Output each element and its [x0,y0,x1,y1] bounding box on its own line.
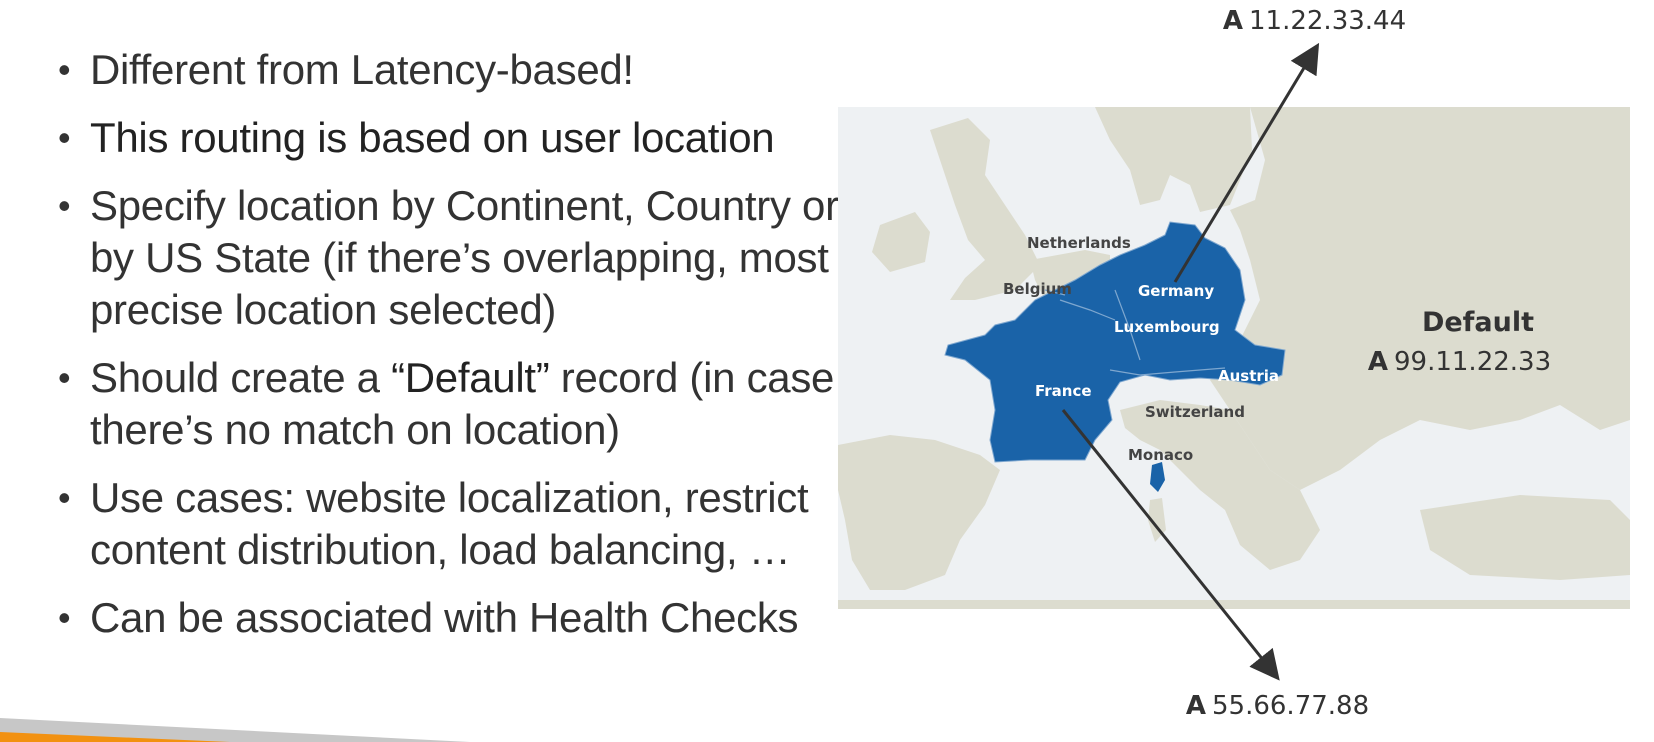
ribbon-gray [0,718,470,742]
land-scandinavia [1095,107,1252,212]
default-record-ip: 99.11.22.33 [1394,347,1551,377]
land-uk [930,118,1040,300]
bullet-item: • Use cases: website localization, restri… [52,472,842,576]
bullet-item: • Different from Latency-based! [52,44,842,96]
record-type-bottom: A [1186,691,1206,721]
bullet-dot: • [58,117,71,158]
highlighted-region [944,221,1286,463]
country-label-france: France [1035,382,1092,400]
bullet-item: • Should create a “Default” record (in ca… [52,352,842,456]
bullet-item: • Can be associated with Health Checks [52,592,842,644]
bullet-text-tail: record (in case there’s no match on loca… [90,354,835,453]
arrow-france [1061,409,1280,681]
bullet-list: • Different from Latency-based! • This rou… [52,44,842,660]
record-ip-top: 11.22.33.44 [1249,6,1406,36]
bullet-emphasis: “Default” [391,354,550,401]
bullet-item: • This routing is based on user location [52,112,842,164]
bullet-dot: • [58,49,71,90]
record-ip-bottom: 55.66.77.88 [1212,691,1369,721]
country-label-monaco: Monaco [1128,446,1193,464]
country-label-austria: Austria [1218,367,1279,385]
corsica-highlight [1150,462,1165,492]
country-label-switzerland: Switzerland [1145,403,1245,421]
arrow-germany [1173,42,1320,283]
land-east-europe [1210,107,1630,490]
record-type-top: A [1223,6,1243,36]
bullet-text: This routing is based on user location [90,114,775,161]
bullet-text: Specify location by Continent, Country o… [90,182,839,333]
bullet-dot: • [58,597,71,638]
slide-footer-ribbon [0,718,470,742]
land-turkey [1420,495,1630,580]
bullet-dot: • [58,357,71,398]
land-ireland [872,212,930,272]
bullet-item: • Specify location by Continent, Country … [52,180,842,336]
land-iberia [838,435,1000,590]
country-label-germany: Germany [1138,282,1214,300]
default-title: Default [1422,307,1534,338]
land-italy-balkans [1120,400,1320,570]
country-label-netherlands: Netherlands [1027,234,1131,252]
map-area: Netherlands Belgium Germany Luxembourg F… [838,107,1630,609]
bullet-dot: • [58,477,71,518]
bullet-text: Different from Latency-based! [90,46,634,93]
country-label-belgium: Belgium [1003,280,1072,298]
border-lines [1044,289,1226,376]
bullet-text: Should create a [90,354,392,401]
ribbon-orange [0,732,230,742]
bullet-dot: • [58,185,71,226]
default-record: Default A 99.11.22.33 [1368,307,1551,377]
bullet-text: Use cases: website localization, restric… [90,474,809,573]
country-label-luxembourg: Luxembourg [1114,318,1220,336]
bullet-text: Can be associated with Health Checks [90,594,799,641]
default-record-type: A [1368,347,1388,377]
land-north-africa [838,600,1630,609]
